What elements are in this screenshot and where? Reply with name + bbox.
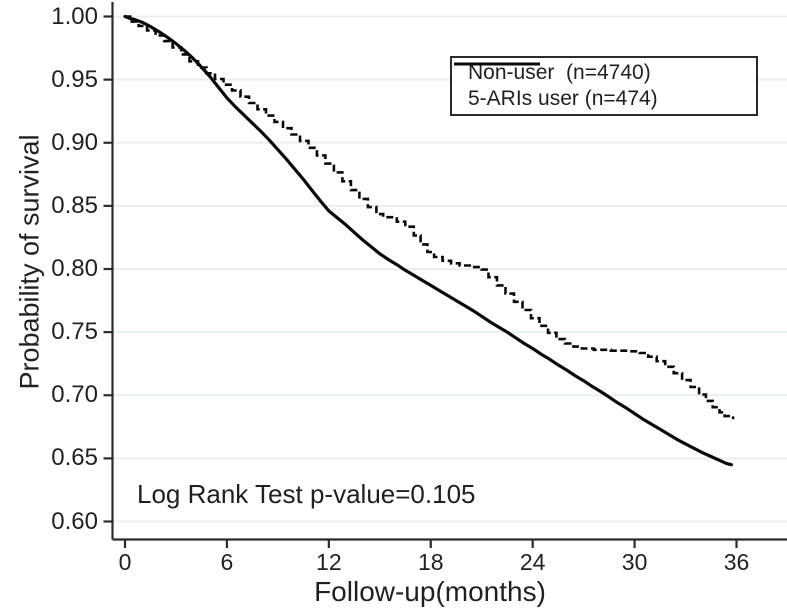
log-rank-annotation: Log Rank Test p-value=0.105 (137, 479, 476, 509)
y-tick-label: 0.60 (51, 507, 98, 535)
y-tick-label: 0.65 (51, 444, 98, 472)
y-tick-label: 0.75 (51, 318, 98, 346)
legend-item-aris-user: 5-ARIs user (n=474) (452, 62, 756, 111)
y-axis-title: Probability of survival (14, 134, 45, 390)
x-tick-label: 6 (220, 549, 234, 575)
y-tick-label: 0.70 (51, 381, 98, 409)
x-tick-label: 12 (316, 549, 342, 575)
y-tick-label: 0.95 (51, 65, 98, 93)
legend: Non-user (n=4740) 5-ARIs user (n=474) (450, 56, 758, 116)
x-tick-label: 24 (519, 549, 546, 575)
gridlines (112, 15, 787, 523)
y-tick-label: 0.90 (51, 128, 98, 156)
tick-marks (103, 15, 738, 548)
x-tick-label: 30 (621, 549, 648, 575)
y-tick-label: 0.80 (51, 255, 98, 282)
x-tick-label: 18 (417, 549, 444, 575)
axes (111, 2, 787, 541)
legend-label-aris-user: 5-ARIs user (n=474) (468, 87, 658, 111)
y-tick-label: 1.00 (51, 2, 98, 30)
x-tick-label: 0 (118, 549, 132, 575)
y-tick-label: 0.85 (51, 191, 98, 219)
x-axis-title: Follow-up(months) (314, 576, 546, 607)
legend-label-non-user: Non-user (n=4740) (468, 60, 651, 84)
aris-user-curve (125, 15, 735, 420)
x-tick-label: 36 (723, 549, 750, 575)
dashed-line-icon (454, 62, 536, 66)
non-user-curve (123, 14, 733, 467)
legend-item-non-user: Non-user (n=4740) (452, 61, 756, 85)
